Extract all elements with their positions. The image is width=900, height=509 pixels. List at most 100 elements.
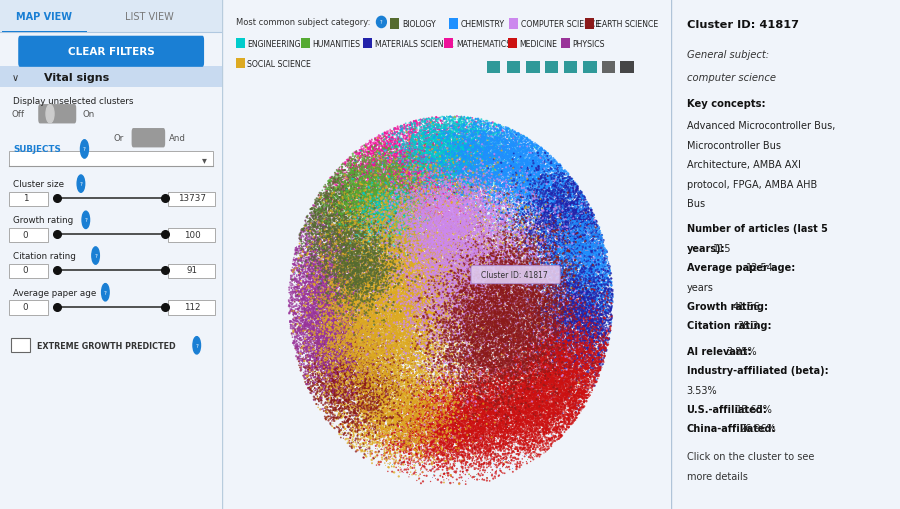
Point: [448, 179, 463, 187]
Point: [410, 221, 425, 229]
Point: [309, 275, 323, 284]
Point: [557, 337, 572, 345]
Point: [416, 409, 430, 417]
Point: [374, 227, 388, 235]
Point: [442, 140, 456, 149]
Point: [338, 189, 353, 197]
Point: [544, 384, 559, 392]
Point: [421, 377, 436, 385]
Point: [431, 196, 446, 204]
Point: [390, 141, 404, 149]
Point: [578, 214, 592, 222]
Point: [503, 373, 517, 381]
Point: [359, 266, 374, 274]
Point: [362, 209, 376, 217]
Point: [326, 285, 340, 293]
Point: [471, 144, 485, 152]
Point: [573, 322, 588, 330]
Point: [582, 277, 597, 286]
Point: [379, 222, 393, 230]
Point: [442, 169, 456, 177]
Point: [511, 290, 526, 298]
Point: [415, 382, 429, 390]
Point: [509, 329, 524, 337]
Point: [584, 372, 598, 380]
Point: [549, 267, 563, 275]
Point: [472, 143, 487, 151]
Point: [498, 260, 512, 268]
Point: [544, 154, 558, 162]
Point: [392, 313, 406, 321]
Point: [554, 251, 568, 260]
Point: [382, 317, 397, 325]
Point: [537, 294, 552, 302]
Point: [371, 412, 385, 420]
Point: [372, 258, 386, 266]
Point: [588, 238, 602, 246]
Point: [424, 257, 438, 265]
Point: [579, 334, 593, 343]
Point: [518, 415, 532, 423]
Point: [586, 238, 600, 246]
Point: [350, 201, 365, 209]
Point: [385, 186, 400, 194]
Point: [468, 317, 482, 325]
Point: [423, 450, 437, 459]
Point: [312, 271, 327, 279]
Point: [302, 324, 317, 332]
Point: [353, 217, 367, 225]
Point: [356, 303, 371, 311]
Point: [352, 162, 366, 171]
Point: [482, 328, 496, 336]
Point: [531, 443, 545, 451]
Point: [465, 176, 480, 184]
Point: [518, 435, 533, 443]
Point: [375, 270, 390, 278]
Point: [590, 222, 605, 231]
Point: [467, 352, 482, 360]
Point: [444, 369, 458, 377]
Point: [449, 282, 464, 291]
Point: [296, 329, 310, 337]
Point: [468, 274, 482, 282]
Point: [588, 249, 602, 257]
Point: [498, 411, 512, 419]
Point: [598, 319, 612, 327]
Point: [591, 235, 606, 243]
Point: [492, 350, 507, 358]
Point: [433, 201, 447, 209]
Point: [451, 450, 465, 459]
Point: [526, 230, 540, 238]
Point: [463, 130, 477, 138]
Point: [417, 181, 431, 189]
Point: [535, 295, 549, 303]
Point: [568, 202, 582, 210]
Point: [537, 369, 552, 377]
Point: [576, 287, 590, 295]
Point: [414, 263, 428, 271]
Point: [491, 230, 505, 238]
Point: [362, 335, 376, 343]
Point: [382, 209, 396, 217]
Point: [589, 282, 603, 290]
Point: [362, 169, 376, 178]
Point: [350, 320, 365, 328]
Point: [335, 211, 349, 219]
Point: [480, 422, 494, 430]
Point: [482, 207, 496, 215]
Point: [572, 376, 587, 384]
Point: [325, 366, 339, 374]
Point: [475, 231, 490, 239]
Point: [557, 367, 572, 376]
Point: [404, 315, 419, 323]
Point: [533, 184, 547, 192]
Point: [354, 181, 368, 189]
Point: [538, 392, 553, 400]
Point: [397, 434, 411, 442]
Point: [460, 164, 474, 173]
Point: [476, 160, 491, 168]
Point: [571, 330, 585, 338]
Point: [494, 151, 508, 159]
Point: [434, 147, 448, 155]
Point: [506, 333, 520, 342]
